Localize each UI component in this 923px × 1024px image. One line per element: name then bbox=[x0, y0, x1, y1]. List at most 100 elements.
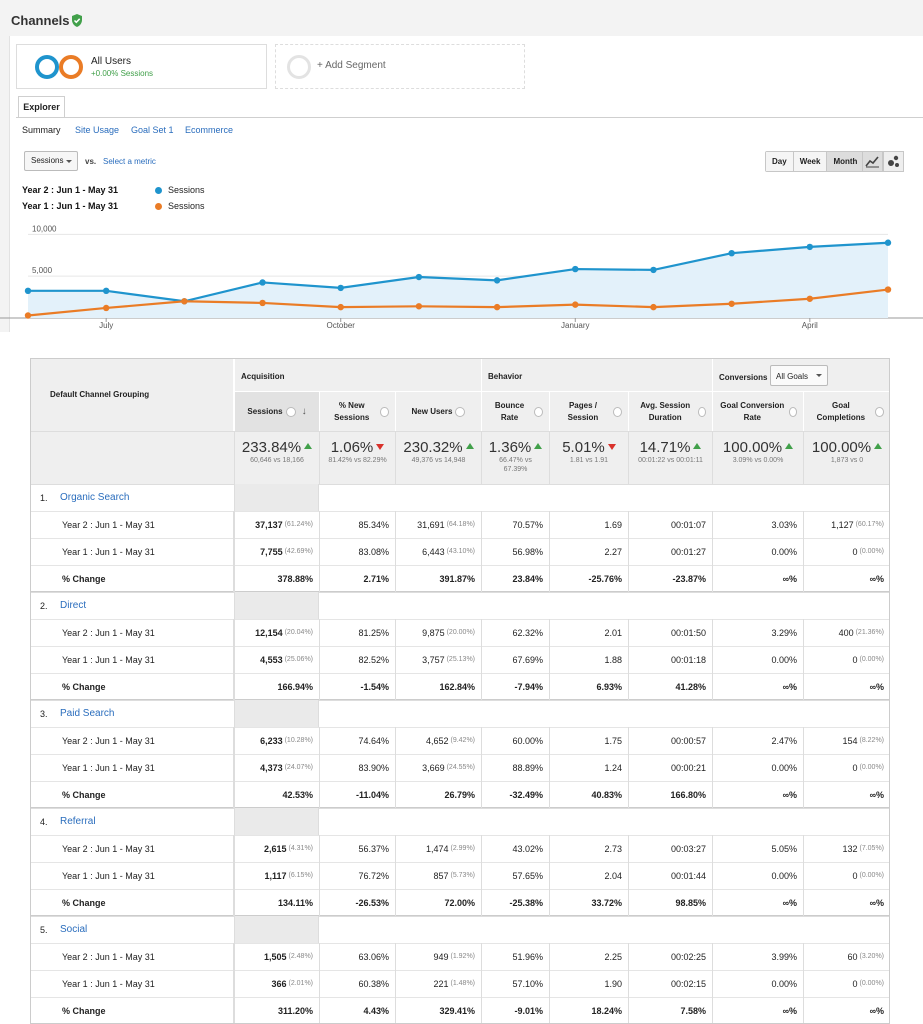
subtab-site-usage[interactable]: Site Usage bbox=[75, 125, 120, 135]
table-cell: 0 (0.00%) bbox=[803, 538, 890, 565]
cell-percent: (1.48%) bbox=[450, 980, 475, 987]
channel-link[interactable]: Referral bbox=[60, 816, 96, 827]
help-icon[interactable] bbox=[788, 406, 797, 417]
subtab-summary[interactable]: Summary bbox=[22, 125, 61, 135]
channel-link[interactable]: Paid Search bbox=[60, 708, 115, 719]
x-tick-label: October bbox=[326, 321, 355, 330]
metric-dropdown[interactable]: Sessions bbox=[24, 151, 78, 171]
goals-dropdown[interactable]: All Goals bbox=[770, 365, 828, 386]
row-label-cell: Year 2 : Jun 1 - May 31 bbox=[30, 835, 234, 862]
period-month-button[interactable]: Month bbox=[827, 152, 864, 171]
cell-value: 83.90% bbox=[358, 762, 389, 773]
help-icon[interactable] bbox=[285, 406, 296, 417]
row-label-cell: Year 2 : Jun 1 - May 31 bbox=[30, 619, 234, 646]
cell-value: 0 bbox=[852, 654, 858, 665]
help-icon[interactable] bbox=[612, 406, 622, 417]
column-header-5[interactable]: Avg. Session Duration bbox=[628, 392, 712, 431]
line-chart-view-button[interactable] bbox=[862, 151, 883, 172]
row-label-cell: Year 2 : Jun 1 - May 31 bbox=[30, 511, 234, 538]
subtab-goal-set-1[interactable]: Goal Set 1 bbox=[131, 125, 174, 135]
column-header-1[interactable]: % New Sessions bbox=[319, 392, 395, 431]
cell-percent: (21.36%) bbox=[855, 629, 884, 636]
row-label-cell: % Change bbox=[30, 889, 234, 916]
help-icon[interactable] bbox=[874, 406, 884, 417]
table-cell: 7.58% bbox=[628, 997, 712, 1024]
cell-value: 4,373 bbox=[260, 762, 283, 773]
bubble-chart-icon bbox=[888, 155, 899, 167]
column-header-3[interactable]: Bounce Rate bbox=[481, 392, 549, 431]
period-toggle: Day Week Month bbox=[765, 151, 865, 172]
help-icon[interactable] bbox=[380, 406, 389, 417]
table-cell: 2,615 (4.31%) bbox=[234, 835, 319, 862]
cell-value: 1,127 bbox=[831, 519, 854, 530]
table-row bbox=[30, 781, 890, 808]
column-header-0[interactable]: Sessions ↓ bbox=[234, 392, 319, 431]
totals-cell: 1.06% 81.42% vs 82.29% bbox=[319, 431, 395, 484]
period-day-button[interactable]: Day bbox=[766, 152, 794, 171]
table-cell: 62.32% bbox=[481, 619, 549, 646]
add-segment-button[interactable]: + Add Segment bbox=[275, 44, 525, 89]
column-header-7[interactable]: Goal Completions bbox=[803, 392, 890, 431]
group-acquisition-label: Acquisition bbox=[241, 372, 285, 381]
channel-group-row bbox=[30, 484, 890, 511]
table-cell: 70.57% bbox=[481, 511, 549, 538]
data-point bbox=[493, 277, 501, 284]
table-row bbox=[30, 565, 890, 592]
table-cell: -26.53% bbox=[319, 889, 395, 916]
cell-value: 37,137 bbox=[255, 519, 283, 530]
channel-link[interactable]: Organic Search bbox=[60, 492, 130, 503]
channel-group-row bbox=[30, 700, 890, 727]
table-cell: 4,652 (9.42%) bbox=[395, 727, 481, 754]
segment-all-users[interactable]: All Users +0.00% Sessions bbox=[16, 44, 267, 89]
data-point bbox=[806, 295, 814, 302]
cell-percent: (61.24%) bbox=[284, 521, 313, 528]
column-header-4[interactable]: Pages / Session bbox=[549, 392, 628, 431]
table-cell: 162.84% bbox=[395, 673, 481, 700]
cell-value: 857 bbox=[433, 870, 449, 881]
cell-value: 40.83% bbox=[591, 789, 622, 800]
table-cell: -9.01% bbox=[481, 997, 549, 1024]
sort-desc-icon[interactable]: ↓ bbox=[301, 406, 307, 417]
channel-link[interactable]: Social bbox=[60, 924, 88, 935]
cell-value: 0 bbox=[852, 762, 858, 773]
row-label: Year 2 : Jun 1 - May 31 bbox=[62, 519, 155, 530]
totals-value: 100.00% bbox=[722, 439, 783, 456]
table-cell: 1.90 bbox=[549, 970, 628, 997]
table-cell: 41.28% bbox=[628, 673, 712, 700]
table-cell: 00:01:27 bbox=[628, 538, 712, 565]
data-point bbox=[102, 287, 110, 295]
help-icon[interactable] bbox=[533, 406, 543, 417]
help-icon[interactable] bbox=[455, 406, 466, 417]
table-cell: -1.54% bbox=[319, 673, 395, 700]
table-cell: 00:03:27 bbox=[628, 835, 712, 862]
table-cell: 2.47% bbox=[712, 727, 803, 754]
cell-percent: (7.05%) bbox=[859, 845, 884, 852]
motion-chart-view-button[interactable] bbox=[883, 151, 904, 172]
cell-value: 166.80% bbox=[670, 789, 706, 800]
column-header-label: Bounce Rate bbox=[494, 400, 525, 422]
cell-percent: (9.42%) bbox=[450, 737, 475, 744]
row-label: Year 1 : Jun 1 - May 31 bbox=[62, 762, 155, 773]
select-metric-link[interactable]: Select a metric bbox=[103, 157, 156, 166]
cell-value: 0 bbox=[852, 978, 858, 989]
subtab-ecommerce[interactable]: Ecommerce bbox=[185, 125, 234, 135]
table-cell: 00:00:21 bbox=[628, 754, 712, 781]
arrow-up-icon bbox=[693, 443, 702, 449]
tab-explorer[interactable]: Explorer bbox=[18, 96, 65, 118]
cell-value: 162.84% bbox=[439, 681, 475, 692]
table-cell: 154 (8.22%) bbox=[803, 727, 890, 754]
totals-value: 1.36% bbox=[488, 439, 532, 456]
channel-header: 1. Organic Search bbox=[40, 484, 230, 511]
table-cell: 3.03% bbox=[712, 511, 803, 538]
channel-link[interactable]: Direct bbox=[60, 600, 87, 611]
period-week-button[interactable]: Week bbox=[793, 152, 828, 171]
tab-divider bbox=[16, 117, 923, 118]
totals-cell-main: 5.01% bbox=[550, 439, 628, 456]
column-header-6[interactable]: Goal Conversion Rate bbox=[712, 392, 803, 431]
arrow-up-icon bbox=[465, 443, 474, 449]
row-label: Year 2 : Jun 1 - May 31 bbox=[62, 843, 155, 854]
help-icon[interactable] bbox=[698, 406, 706, 417]
row-label-cell: Year 1 : Jun 1 - May 31 bbox=[30, 754, 234, 781]
column-header-2[interactable]: New Users bbox=[395, 392, 481, 431]
table-cell: 56.37% bbox=[319, 835, 395, 862]
